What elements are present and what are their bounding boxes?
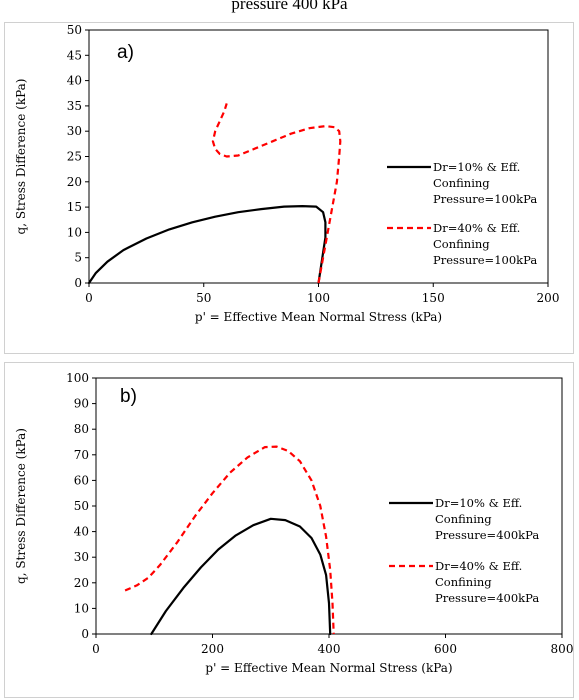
y-tick-label: 30 xyxy=(74,550,89,564)
legend-label-2: Pressure=400kPa xyxy=(435,591,539,605)
y-tick-label: 80 xyxy=(74,422,89,436)
y-tick-label: 40 xyxy=(67,74,82,88)
chart-b-svg: 0 10 20 30 40 50 60 70 80 90 100 0 200 400 600 800 p' = … xyxy=(14,371,573,675)
y-tick-label: 50 xyxy=(67,23,82,37)
y-tick-label: 50 xyxy=(74,499,89,513)
legend-label-2: Confining xyxy=(435,575,492,589)
legend-label-1: Pressure=400kPa xyxy=(435,528,539,542)
y-axis-label: q, Stress Difference (kPa) xyxy=(14,79,28,235)
series-line-1 xyxy=(150,517,332,636)
x-axis-label: p' = Effective Mean Normal Stress (kPa) xyxy=(205,661,452,675)
y-tick-label: 35 xyxy=(67,99,82,113)
panel-label: a) xyxy=(117,42,134,63)
series-line-1 xyxy=(87,205,327,285)
x-tick-label: 0 xyxy=(92,642,100,656)
x-tick-label: 600 xyxy=(434,642,457,656)
y-tick-label: 0 xyxy=(74,276,82,290)
y-tick-label: 25 xyxy=(67,150,82,164)
series-line-2 xyxy=(124,445,335,635)
x-tick-label: 100 xyxy=(307,291,330,305)
y-tick-label: 0 xyxy=(81,627,89,641)
x-tick-label: 50 xyxy=(196,291,211,305)
y-tick-label: 70 xyxy=(74,448,89,462)
legend-label-1: Pressure=100kPa xyxy=(433,192,537,206)
y-tick-label: 100 xyxy=(66,371,89,385)
legend-label-1: Dr=10% & Eff. xyxy=(433,160,520,174)
chart-panel-b: 0 10 20 30 40 50 60 70 80 90 100 0 200 400 600 800 p' = … xyxy=(4,362,574,698)
legend-label-1: Dr=10% & Eff. xyxy=(435,496,522,510)
y-tick-label: 20 xyxy=(74,576,89,590)
legend-label-2: Pressure=100kPa xyxy=(433,253,537,267)
figure-caption: pressure 400 kPa xyxy=(231,0,348,13)
y-tick-label: 15 xyxy=(67,200,82,214)
x-tick-label: 400 xyxy=(318,642,341,656)
legend-label-2: Dr=40% & Eff. xyxy=(433,221,520,235)
legend-label-2: Confining xyxy=(433,237,490,251)
y-tick-label: 90 xyxy=(74,397,89,411)
x-tick-label: 0 xyxy=(85,291,93,305)
series-line-2 xyxy=(211,103,342,284)
y-tick-label: 40 xyxy=(74,525,89,539)
x-tick-label: 150 xyxy=(422,291,445,305)
legend-label-2: Dr=40% & Eff. xyxy=(435,559,522,573)
chart-a-svg: 0 5 10 15 20 25 30 35 40 45 50 0 50 100 150 200 p' = Eff… xyxy=(14,23,560,324)
y-axis-label: q, Stress Difference (kPa) xyxy=(14,428,28,584)
x-axis-label: p' = Effective Mean Normal Stress (kPa) xyxy=(195,310,442,324)
y-tick-label: 60 xyxy=(74,473,89,487)
y-tick-label: 10 xyxy=(67,225,82,239)
legend-label-1: Confining xyxy=(433,176,490,190)
y-tick-label: 20 xyxy=(67,175,82,189)
y-tick-label: 5 xyxy=(74,251,82,265)
x-tick-label: 200 xyxy=(201,642,224,656)
x-tick-label: 200 xyxy=(537,291,560,305)
panel-label: b) xyxy=(120,386,137,407)
y-tick-label: 45 xyxy=(67,48,82,62)
chart-panel-a: 0 5 10 15 20 25 30 35 40 45 50 0 50 100 150 200 p' = Eff… xyxy=(4,22,574,354)
y-tick-label: 10 xyxy=(74,601,89,615)
legend-label-1: Confining xyxy=(435,512,492,526)
x-tick-label: 800 xyxy=(551,642,573,656)
y-tick-label: 30 xyxy=(67,124,82,138)
